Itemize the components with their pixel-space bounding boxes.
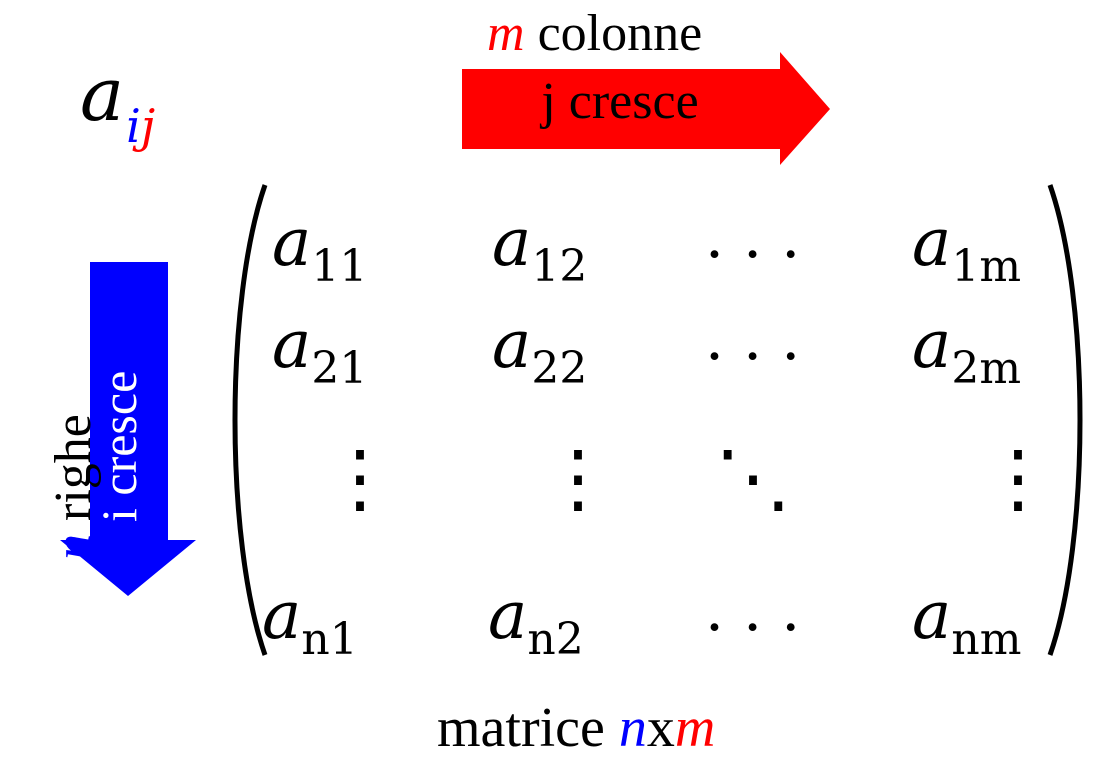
matrix-vdots: ⋮ [980, 433, 1056, 522]
matrix-entry-nm: anm [912, 577, 1022, 665]
rows-var: n [45, 534, 102, 560]
right-parenthesis [1047, 184, 1083, 656]
blue-down-arrow-icon [60, 262, 196, 596]
rows-label: n righe [45, 414, 102, 560]
caption-m: m [674, 697, 716, 759]
caption-n: n [618, 697, 647, 759]
matrix-hdots: · · · [705, 593, 801, 663]
matrix-hdots: · · · [705, 220, 801, 290]
columns-var: m [487, 5, 525, 62]
matrix-vdots: ⋮ [322, 433, 398, 522]
left-parenthesis [232, 184, 268, 656]
matrix-ddots: ⋱ [715, 433, 791, 522]
element-symbol: a [80, 52, 125, 138]
j-increases-label: j cresce [541, 73, 699, 130]
matrix-entry-2m: a2m [912, 306, 1022, 394]
columns-label: m colonne [487, 8, 702, 60]
matrix-entry-1m: a1m [912, 204, 1022, 292]
index-j: j [140, 99, 156, 153]
matrix-entry-11: a11 [272, 204, 368, 292]
matrix-caption: matrice nxm [437, 700, 715, 756]
matrix-vdots: ⋮ [540, 433, 616, 522]
caption-x: x [646, 697, 675, 759]
matrix-entry-21: a21 [272, 306, 368, 394]
matrix-hdots: · · · [705, 322, 801, 392]
matrix-entry-22: a22 [492, 306, 588, 394]
matrix-entry-12: a12 [492, 204, 588, 292]
rows-word: righe [45, 414, 102, 521]
matrix-entry-n2: an2 [488, 577, 584, 665]
red-right-arrow-icon [462, 52, 830, 165]
caption-word: matrice [437, 697, 605, 759]
index-i: i [126, 99, 141, 153]
columns-word: colonne [537, 5, 703, 62]
matrix-entry-n1: an1 [262, 577, 358, 665]
element-notation: aij [80, 58, 155, 149]
